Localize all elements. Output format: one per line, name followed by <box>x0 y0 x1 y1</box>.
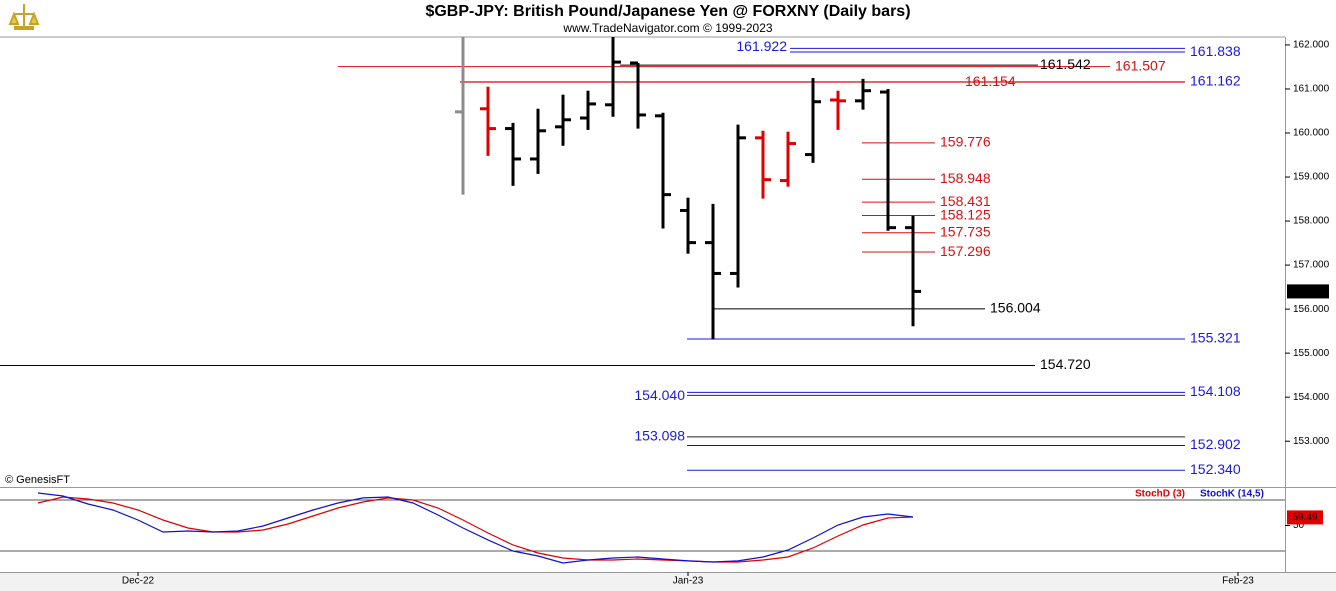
level-label: 158.431 <box>940 193 991 209</box>
current-value-label: 59.49 <box>1292 512 1317 523</box>
x-tick-label: Jan-23 <box>673 576 704 587</box>
y-tick-label: 154.000 <box>1293 392 1330 403</box>
level-label: 152.902 <box>1190 436 1241 452</box>
level-label: 161.922 <box>736 38 787 54</box>
logo <box>8 4 40 30</box>
level-label: 158.948 <box>940 170 991 186</box>
level-label: 157.296 <box>940 243 991 259</box>
legend-label: StochK (14,5) <box>1200 489 1264 500</box>
chart-subtitle: www.TradeNavigator.com © 1999-2023 <box>562 21 772 35</box>
y-tick-label: 160.000 <box>1293 128 1330 139</box>
x-tick-label: Feb-23 <box>1222 576 1254 587</box>
level-label: 159.776 <box>940 134 991 150</box>
price-panel <box>0 37 1185 471</box>
y-tick-label: 159.000 <box>1293 172 1330 183</box>
y-tick-label: 153.000 <box>1293 436 1330 447</box>
y-tick-label: 162.000 <box>1293 40 1330 51</box>
level-label: 161.154 <box>965 73 1016 89</box>
level-label: 156.004 <box>990 300 1041 316</box>
level-label: 161.838 <box>1190 43 1241 59</box>
level-label: 154.108 <box>1190 383 1241 399</box>
level-label: 153.098 <box>634 428 685 444</box>
watermark: © GenesisFT <box>5 474 70 486</box>
y-tick-label: 157.000 <box>1293 260 1330 271</box>
level-label: 161.542 <box>1040 56 1091 72</box>
chart-title: $GBP-JPY: British Pound/Japanese Yen @ F… <box>425 3 910 20</box>
legend-label: StochD (3) <box>1135 489 1185 500</box>
y-tick-label: 155.000 <box>1293 348 1330 359</box>
y-tick-label: 156.000 <box>1293 304 1330 315</box>
current-price-label: 156.402 <box>1290 286 1327 297</box>
current-price-box <box>1287 284 1329 299</box>
level-label: 155.321 <box>1190 330 1241 346</box>
level-label: 161.507 <box>1115 57 1166 73</box>
stoch-line <box>37 492 914 564</box>
level-label: 157.735 <box>940 223 991 239</box>
y-tick-label: 158.000 <box>1293 216 1330 227</box>
level-label: 158.125 <box>940 206 991 222</box>
stoch-line <box>37 496 914 563</box>
level-label: 154.040 <box>634 387 685 403</box>
level-label: 152.340 <box>1190 461 1241 477</box>
date-axis-band <box>0 572 1336 591</box>
y-tick-label: 50 <box>1293 520 1305 531</box>
overlay: 153.000 154.000 155.000 156.000 157.000 158.0… <box>0 38 1330 587</box>
current-value-box <box>1287 510 1323 525</box>
level-label: 154.720 <box>1040 356 1091 372</box>
level-label: 161.162 <box>1190 73 1241 89</box>
x-tick-label: Dec-22 <box>122 576 155 587</box>
y-tick-label: 161.000 <box>1293 84 1330 95</box>
